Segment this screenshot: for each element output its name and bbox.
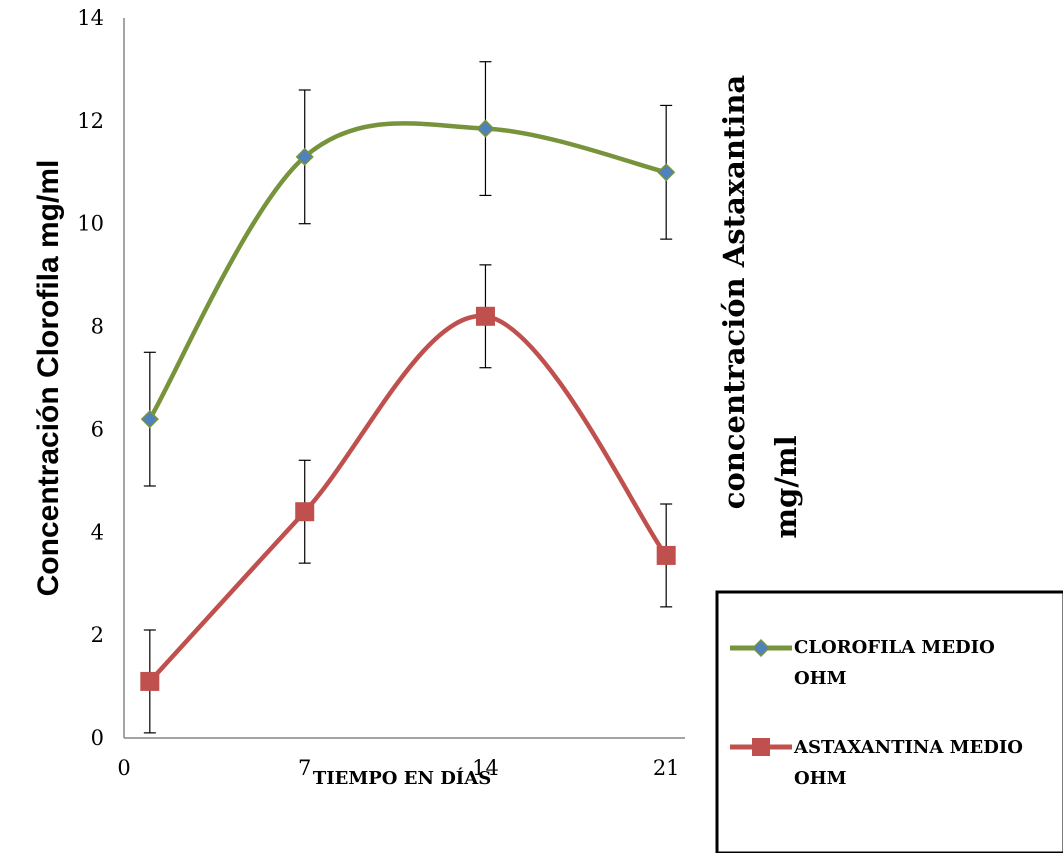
y-tick-label: 14 (77, 6, 104, 30)
data-point-square (140, 671, 160, 691)
series-line (147, 121, 669, 422)
data-point-diamond (657, 163, 676, 182)
y-tick-label: 2 (91, 623, 104, 647)
y-tick-label: 8 (91, 315, 104, 339)
series-astaxantina (140, 264, 676, 734)
y-tick-label: 4 (91, 520, 104, 544)
y-tick-labels: 0 2 4 6 8 10 12 14 (77, 6, 104, 750)
legend-marker-astaxantina (752, 738, 770, 756)
y-axis-label-right-line1: concentración Astaxantina (717, 75, 751, 510)
y-axis-label-right-line2: mg/ml (769, 435, 803, 538)
data-point-diamond (476, 119, 495, 138)
legend: CLOROFILA MEDIO OHM ASTAXANTINA MEDIO OH… (715, 590, 1063, 853)
legend-label-clorofila-line2: OHM (794, 668, 847, 689)
y-tick-label: 12 (77, 109, 104, 133)
y-tick-label: 0 (91, 726, 104, 750)
y-axis-label-left: Concentración Clorofila mg/ml (32, 160, 65, 597)
series-line (147, 314, 669, 684)
data-point-diamond (140, 410, 159, 429)
legend-label-astaxantina-line2: OHM (794, 768, 847, 789)
data-point-square (656, 545, 676, 565)
legend-box (715, 590, 1063, 853)
y-tick-label: 6 (91, 417, 104, 441)
x-tick-label: 14 (472, 756, 499, 780)
legend-label-clorofila-line1: CLOROFILA MEDIO (794, 637, 995, 658)
legend-label-astaxantina-line1: ASTAXANTINA MEDIO (793, 737, 1023, 758)
legend-marker-clorofila (751, 638, 771, 658)
x-axis-label: TIEMPO EN DÍAS (313, 766, 491, 789)
data-point-square (475, 306, 495, 326)
x-tick-labels: 0 7 14 21 (117, 756, 679, 780)
x-tick-label: 7 (298, 756, 311, 780)
y-tick-label: 10 (77, 212, 104, 236)
data-point-square (295, 502, 315, 522)
x-tick-label: 0 (117, 756, 130, 780)
series-clorofila (140, 61, 676, 487)
x-tick-label: 21 (653, 756, 680, 780)
series-layer (140, 61, 676, 734)
data-point-diamond (295, 147, 314, 166)
